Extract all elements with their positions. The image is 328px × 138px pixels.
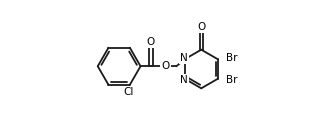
Text: O: O [197, 22, 205, 32]
Text: O: O [147, 37, 155, 47]
Text: N: N [180, 75, 188, 85]
Text: Cl: Cl [123, 87, 133, 97]
Text: N: N [180, 53, 188, 63]
Text: Br: Br [226, 75, 237, 85]
Text: O: O [161, 61, 170, 71]
Text: Br: Br [226, 53, 237, 63]
